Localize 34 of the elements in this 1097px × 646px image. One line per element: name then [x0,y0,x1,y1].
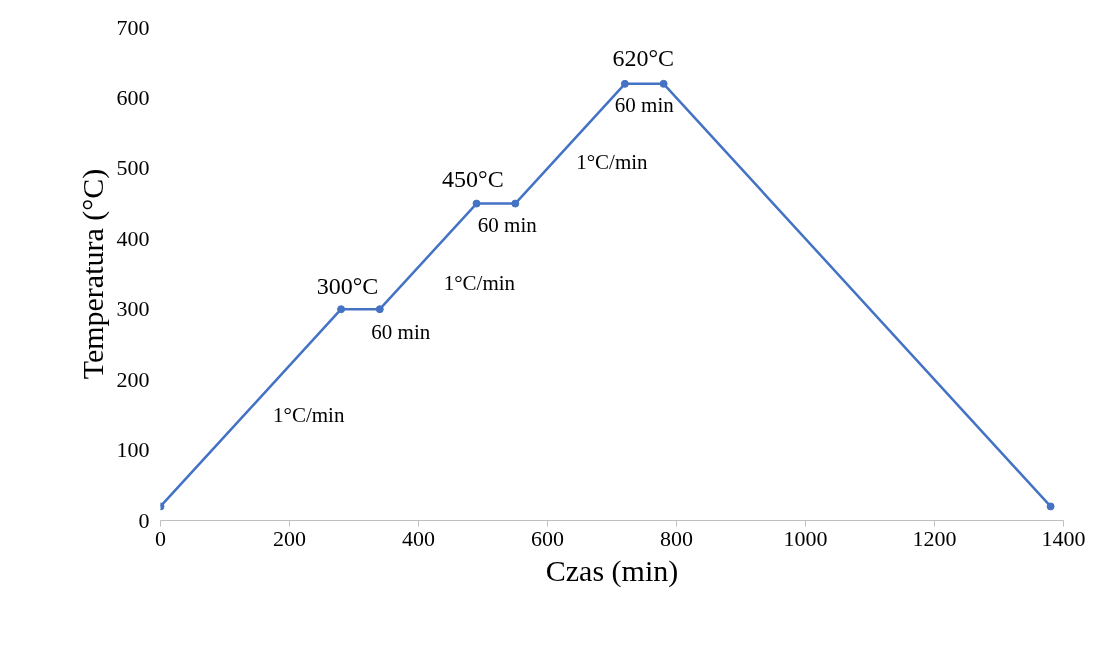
y-tick-label: 400 [116,225,150,251]
annotation: 1°C/min [273,402,345,427]
x-axis-title: Czas (min) [545,553,679,588]
point [511,199,520,208]
point [1046,502,1055,511]
annotation: 60 min [614,92,675,117]
annotation: 1°C/min [443,270,516,295]
y-axis-title: Temperatura (°C) [75,168,110,380]
point [659,79,668,88]
y-tick-label: 700 [116,14,150,40]
annotation: 60 min [371,320,431,345]
y-tick-label: 0 [138,507,150,533]
annotation: 60 min [477,212,538,237]
point [337,305,346,314]
x-tick-label: 1200 [912,525,957,551]
annotation: 620°C [612,44,675,71]
x-tick-label: 0 [155,525,166,551]
point [472,199,481,208]
annotation: 450°C [442,165,504,192]
x-tick-label: 400 [402,525,435,551]
x-tick-label: 600 [531,525,564,551]
point [375,305,384,314]
annotation: 300°C [316,273,379,300]
y-tick-label: 500 [116,155,150,181]
y-tick-label: 200 [116,366,150,392]
y-tick-label: 300 [116,296,150,322]
x-tick-label: 200 [273,525,306,551]
annotation: 1°C/min [576,150,649,175]
x-tick-label: 800 [660,525,693,551]
y-tick-label: 100 [116,437,150,463]
y-tick-label: 600 [116,84,150,110]
x-tick-label: 1000 [783,525,828,551]
point [620,79,629,88]
x-tick-label: 1400 [1041,525,1086,551]
